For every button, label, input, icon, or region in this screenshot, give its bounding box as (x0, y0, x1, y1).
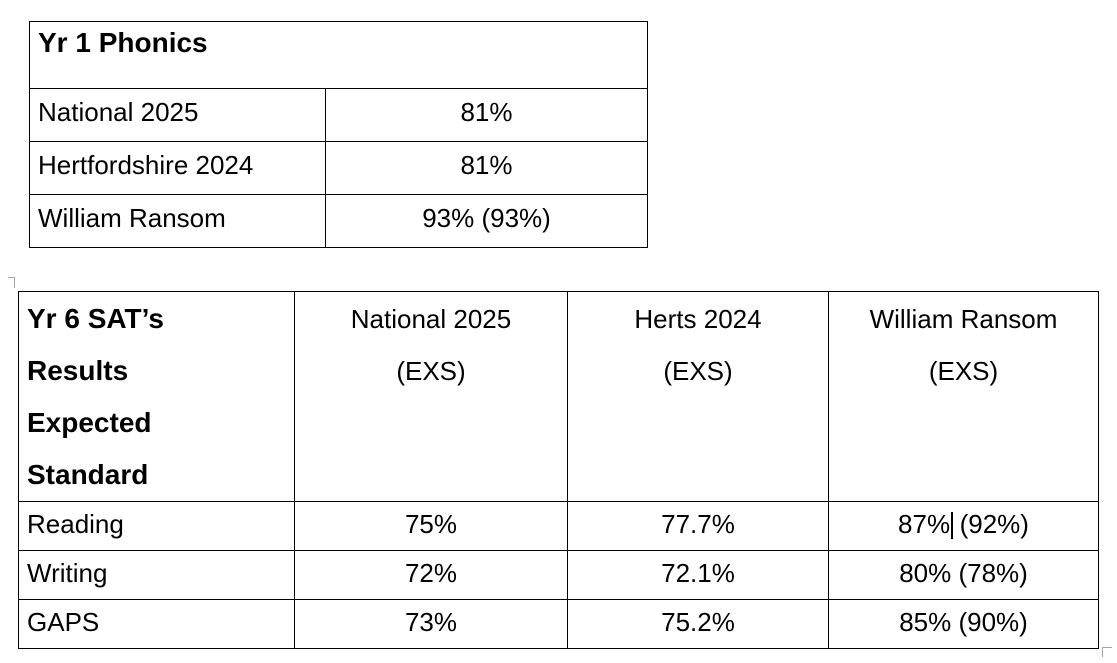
phonics-row-value[interactable]: 81% (325, 88, 648, 142)
table-boundary-marker-top-left (8, 277, 15, 288)
column-header-line: William Ransom (869, 304, 1058, 334)
phonics-table-title[interactable]: Yr 1 Phonics (29, 21, 648, 89)
sats-cell-national[interactable]: 75% (294, 501, 568, 551)
sats-row-label[interactable]: Reading (18, 501, 295, 551)
sats-cell-national[interactable]: 73% (294, 599, 568, 649)
sats-column-header-william-ransom[interactable]: William Ransom (EXS) (828, 291, 1099, 502)
table-row: Reading 75% 77.7% 87% (92%) (18, 501, 1099, 551)
phonics-row-label[interactable]: National 2025 (29, 88, 326, 142)
sats-cell-school[interactable]: 80% (78%) (828, 550, 1099, 600)
column-header-line: (EXS) (396, 356, 466, 386)
table-row: National 2025 81% (29, 88, 648, 142)
sats-row-label[interactable]: Writing (18, 550, 295, 600)
column-header-line: Herts 2024 (634, 304, 762, 334)
phonics-row-value[interactable]: 93% (93%) (325, 194, 648, 248)
column-header-line: (EXS) (928, 356, 999, 386)
sats-cell-national[interactable]: 72% (294, 550, 568, 600)
sats-cell-herts[interactable]: 75.2% (567, 599, 829, 649)
sats-column-header-herts[interactable]: Herts 2024 (EXS) (567, 291, 829, 502)
sats-cell-school[interactable]: 87% (92%) (828, 501, 1099, 551)
phonics-row-value[interactable]: 81% (325, 141, 648, 195)
school-value-after-cursor: (92%) (959, 509, 1029, 539)
sats-title-line: Results (27, 355, 129, 386)
school-value-before-cursor: 87% (898, 509, 951, 539)
sats-cell-herts[interactable]: 77.7% (567, 501, 829, 551)
phonics-header-row: Yr 1 Phonics (29, 21, 648, 89)
phonics-row-label[interactable]: Hertfordshire 2024 (29, 141, 326, 195)
table-row: Writing 72% 72.1% 80% (78%) (18, 550, 1099, 600)
column-header-line: National 2025 (350, 304, 512, 334)
sats-title-line: Expected (27, 407, 152, 438)
table-row: GAPS 73% 75.2% 85% (90%) (18, 599, 1099, 649)
table-resize-handle-bottom-right[interactable] (1102, 647, 1112, 657)
yr6-sats-table: Yr 6 SAT’s Results Expected Standard Nat… (18, 291, 1099, 649)
sats-row-label[interactable]: GAPS (18, 599, 295, 649)
sats-title-line: Yr 6 SAT’s (27, 303, 164, 334)
table-row: Hertfordshire 2024 81% (29, 141, 648, 195)
column-header-line: (EXS) (663, 356, 733, 386)
table-row: William Ransom 93% (93%) (29, 194, 648, 248)
sats-cell-herts[interactable]: 72.1% (567, 550, 829, 600)
sats-cell-school[interactable]: 85% (90%) (828, 599, 1099, 649)
sats-column-header-national[interactable]: National 2025 (EXS) (294, 291, 568, 502)
sats-table-title[interactable]: Yr 6 SAT’s Results Expected Standard (18, 291, 295, 502)
phonics-row-label[interactable]: William Ransom (29, 194, 326, 248)
yr1-phonics-table: Yr 1 Phonics National 2025 81% Hertfords… (29, 21, 648, 248)
sats-header-row: Yr 6 SAT’s Results Expected Standard Nat… (18, 291, 1099, 502)
sats-title-line: Standard (27, 459, 149, 490)
text-cursor (951, 512, 953, 539)
